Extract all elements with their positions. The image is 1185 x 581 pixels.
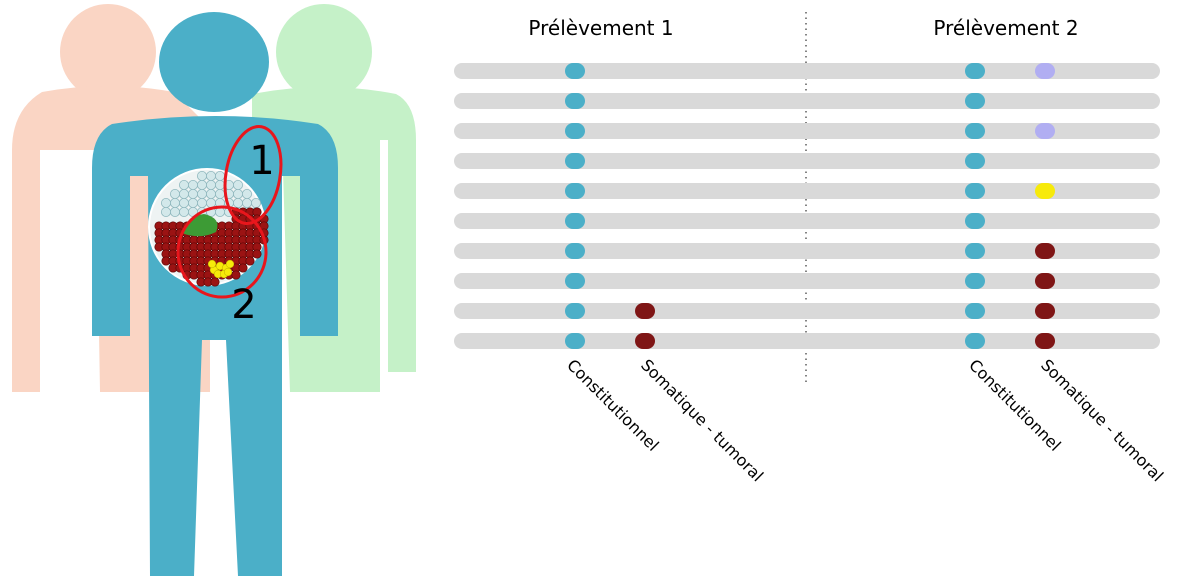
healthy-cell xyxy=(196,170,207,181)
healthy-cell xyxy=(196,179,207,190)
variant-dot-somatic xyxy=(1035,333,1055,349)
variant-dot-germline xyxy=(965,123,985,139)
healthy-cell xyxy=(196,188,207,199)
variant-dot-somatic xyxy=(635,303,655,319)
read-bar xyxy=(454,213,1160,229)
yellow-cell xyxy=(223,267,233,277)
tumor-cell xyxy=(252,249,262,259)
variant-dot-germline xyxy=(565,333,585,349)
healthy-cell xyxy=(214,179,225,190)
healthy-cell xyxy=(241,188,252,199)
read-bar xyxy=(454,93,1160,109)
variant-dot-germline xyxy=(965,213,985,229)
variant-dot-germline xyxy=(965,93,985,109)
healthy-cell xyxy=(169,206,180,217)
variant-dot-germline xyxy=(565,303,585,319)
sample-1-outline xyxy=(223,125,283,225)
healthy-cell xyxy=(178,206,189,217)
sample-2-somatic-label: Somatique - tumoral xyxy=(1037,355,1167,485)
healthy-cell xyxy=(196,197,207,208)
variant-dot-variant_yellow xyxy=(1035,183,1055,199)
healthy-cell xyxy=(187,188,198,199)
yellow-clone xyxy=(207,259,235,279)
sample-2-title: Prélèvement 2 xyxy=(933,16,1078,40)
variant-dot-somatic xyxy=(1035,243,1055,259)
variant-dot-germline xyxy=(565,243,585,259)
reads xyxy=(454,63,1160,349)
sample-1-title: Prélèvement 1 xyxy=(528,16,673,40)
variant-dot-germline xyxy=(565,153,585,169)
healthy-cell xyxy=(214,170,225,181)
variant-dot-germline xyxy=(565,213,585,229)
variant-dot-germline xyxy=(965,333,985,349)
variant-dot-germline xyxy=(965,303,985,319)
person-left-head xyxy=(60,4,156,100)
variant-dot-somatic xyxy=(635,333,655,349)
healthy-cell xyxy=(241,197,252,208)
healthy-cell xyxy=(160,206,171,217)
healthy-cell xyxy=(169,197,180,208)
variant-dot-germline xyxy=(565,123,585,139)
healthy-cell xyxy=(169,188,180,199)
tumor-cell xyxy=(210,277,220,287)
tumor-cell xyxy=(245,256,255,266)
sample-1-somatic-label: Somatique - tumoral xyxy=(637,355,767,485)
healthy-cell xyxy=(205,179,216,190)
variant-dot-germline xyxy=(965,183,985,199)
variant-dot-germline xyxy=(565,93,585,109)
variant-dot-germline xyxy=(565,273,585,289)
sample-1-number: 1 xyxy=(249,138,274,184)
sample-2-number: 2 xyxy=(231,282,256,328)
variant-dot-germline xyxy=(565,183,585,199)
healthy-cell xyxy=(160,197,171,208)
healthy-cell xyxy=(232,197,243,208)
variant-dot-germline xyxy=(965,63,985,79)
healthy-cell xyxy=(205,188,216,199)
person-right-head xyxy=(276,4,372,100)
variant-dot-germline xyxy=(565,63,585,79)
healthy-cell xyxy=(214,188,225,199)
healthy-cell xyxy=(205,170,216,181)
variant-dot-germline xyxy=(965,273,985,289)
tumor-cell xyxy=(231,270,241,280)
read-bar xyxy=(454,153,1160,169)
tumor-cell xyxy=(238,263,248,273)
healthy-cell xyxy=(232,179,243,190)
healthy-cell xyxy=(178,179,189,190)
healthy-cell xyxy=(250,197,261,208)
healthy-cell xyxy=(178,197,189,208)
variant-dot-germline xyxy=(965,243,985,259)
variant-dot-germline xyxy=(965,153,985,169)
variant-dot-variant_lavender xyxy=(1035,123,1055,139)
variant-dot-somatic xyxy=(1035,273,1055,289)
yellow-cell xyxy=(207,259,217,269)
person-center-head xyxy=(159,12,269,112)
healthy-cell xyxy=(232,188,243,199)
variant-dot-variant_lavender xyxy=(1035,63,1055,79)
healthy-cell xyxy=(178,188,189,199)
tissue-sample: 1 2 xyxy=(148,125,283,328)
healthy-cell xyxy=(187,179,198,190)
healthy-cell xyxy=(187,197,198,208)
yellow-cell xyxy=(225,259,235,269)
variant-dot-somatic xyxy=(1035,303,1055,319)
sample-2-outline xyxy=(176,205,268,299)
